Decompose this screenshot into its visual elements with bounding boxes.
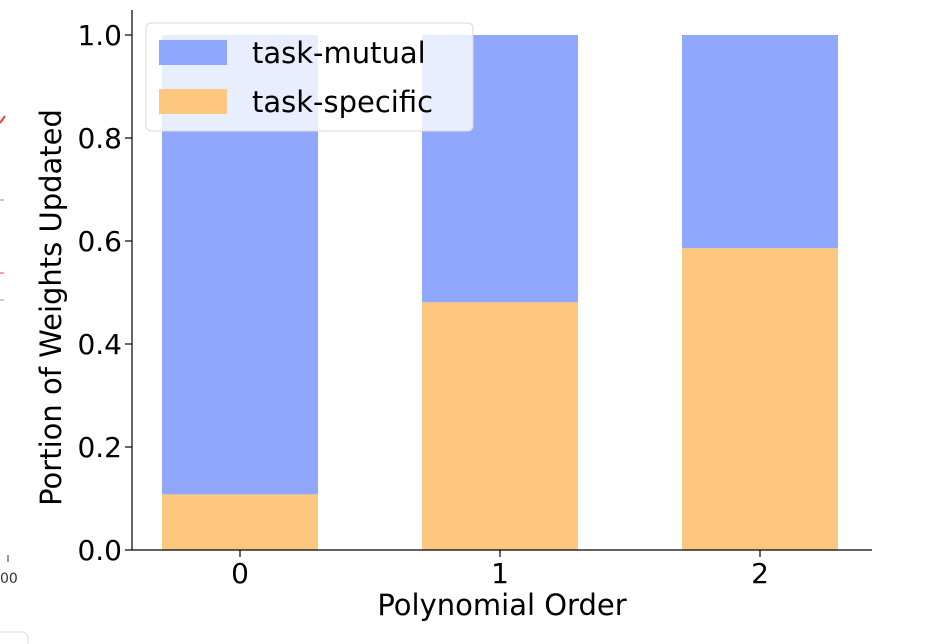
x-tick-label: 1 — [491, 557, 509, 590]
legend-label-task-mutual: task-mutual — [252, 36, 426, 70]
y-tick-label: 0.4 — [77, 328, 122, 361]
x-tick-label: 2 — [751, 557, 769, 590]
edge-fragment-text: 00 — [0, 571, 18, 587]
legend-swatch-task-mutual — [159, 40, 227, 65]
x-axis-label: Polynomial Order — [377, 588, 626, 622]
edge-fragment: 00 — [0, 115, 29, 644]
y-axis-label: Portion of Weights Updated — [34, 109, 68, 506]
y-tick-label: 0.2 — [77, 431, 122, 464]
bar-task-mutual-2 — [682, 35, 838, 249]
legend: task-mutual task-specific — [145, 22, 474, 132]
y-tick-label: 0.0 — [77, 534, 122, 567]
x-tick-label: 0 — [231, 557, 249, 590]
legend-box — [145, 22, 474, 132]
x-ticks-group: 0 1 2 — [231, 550, 769, 590]
y-tick-label: 1.0 — [77, 19, 122, 52]
bar-task-specific-2 — [682, 248, 838, 550]
bar-task-specific-1 — [422, 302, 578, 550]
bars-group — [162, 35, 838, 550]
y-ticks-group: 0.0 0.2 0.4 0.6 0.8 1.0 — [77, 19, 132, 567]
legend-swatch-task-specific — [159, 89, 227, 114]
legend-label-task-specific: task-specific — [252, 85, 433, 119]
y-tick-label: 0.8 — [77, 122, 122, 155]
y-tick-label: 0.6 — [77, 225, 122, 258]
bar-task-specific-0 — [162, 494, 318, 550]
axes-group — [131, 10, 872, 551]
